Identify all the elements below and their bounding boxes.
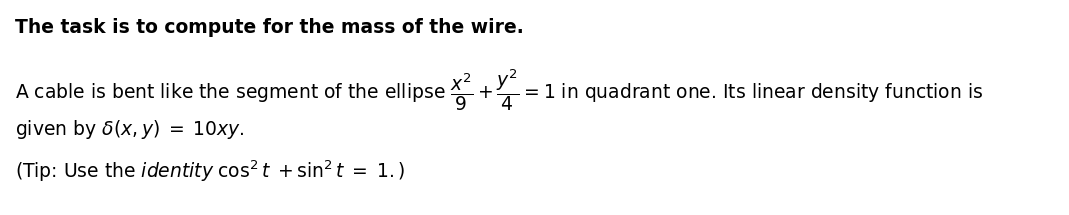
- Text: given by $\delta(x, y)\;=\;10xy.$: given by $\delta(x, y)\;=\;10xy.$: [15, 118, 245, 141]
- Text: A cable is bent like the segment of the ellipse $\dfrac{x^2}{9}+\dfrac{y^2}{4}=1: A cable is bent like the segment of the …: [15, 68, 983, 113]
- Text: (Tip: Use the $\mathit{identity}\;\cos^2 t\;+\sin^2 t\;=\;1.$): (Tip: Use the $\mathit{identity}\;\cos^2…: [15, 158, 405, 183]
- Text: The task is to compute for the mass of the wire.: The task is to compute for the mass of t…: [15, 18, 524, 37]
